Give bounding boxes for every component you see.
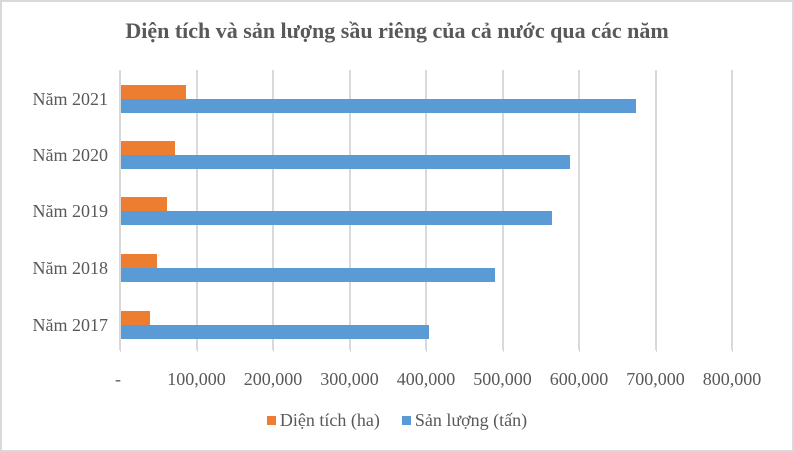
axis-tick [502, 340, 504, 352]
x-tick-label: 700,000 [626, 369, 685, 389]
bar-area [121, 254, 157, 268]
gridline [272, 70, 274, 350]
category-label: Năm 2017 [32, 315, 109, 335]
gridline [731, 70, 733, 350]
x-tick-label: 100,000 [167, 369, 226, 389]
x-tick-label: 400,000 [396, 369, 456, 389]
category-label: Năm 2020 [32, 145, 109, 165]
x-tick-label: 300,000 [320, 369, 379, 389]
legend-swatch-blue [401, 416, 411, 425]
gridline [425, 70, 427, 350]
chart-title: Diện tích và sản lượng sầu riêng của cả … [125, 18, 669, 43]
bar-output [121, 325, 429, 339]
axis-tick [732, 340, 733, 352]
bar-output [121, 99, 636, 113]
x-tick-label: - [115, 369, 121, 389]
x-tick-label: 500,000 [473, 369, 532, 389]
legend-label-output: Sản lượng (tấn) [414, 410, 528, 430]
axis-tick [426, 340, 427, 352]
x-tick-label: 800,000 [702, 369, 762, 389]
legend-swatch-orange [266, 416, 276, 425]
bar-area [121, 141, 176, 155]
x-tick-label: 600,000 [549, 369, 609, 389]
legend-item-area: Diện tích (ha) [266, 410, 380, 431]
gridline [578, 70, 580, 350]
legend-label-area: Diện tích (ha) [279, 410, 380, 430]
gridline [195, 70, 198, 350]
bar-output [121, 155, 571, 169]
category-label: Năm 2021 [32, 89, 109, 109]
category-label: Năm 2018 [32, 258, 109, 278]
axis-tick [579, 340, 580, 352]
bar-area [121, 197, 167, 211]
gridline [119, 70, 121, 350]
axis-tick [655, 340, 657, 352]
axis-tick [196, 340, 198, 352]
legend-item-output: Sản lượng (tấn) [401, 410, 528, 431]
axis-tick [349, 340, 351, 352]
bar-output [121, 268, 496, 282]
gridline [501, 70, 504, 350]
bar-output [121, 211, 552, 225]
axis-tick [120, 340, 121, 352]
gridline [348, 70, 351, 350]
category-label: Năm 2019 [32, 201, 109, 221]
legend: Diện tích (ha) Sản lượng (tấn) [0, 410, 794, 431]
bar-area [121, 85, 187, 99]
bar-area [121, 311, 151, 325]
axis-tick [273, 340, 274, 352]
x-tick-label: 200,000 [243, 369, 303, 389]
gridline [654, 70, 657, 350]
